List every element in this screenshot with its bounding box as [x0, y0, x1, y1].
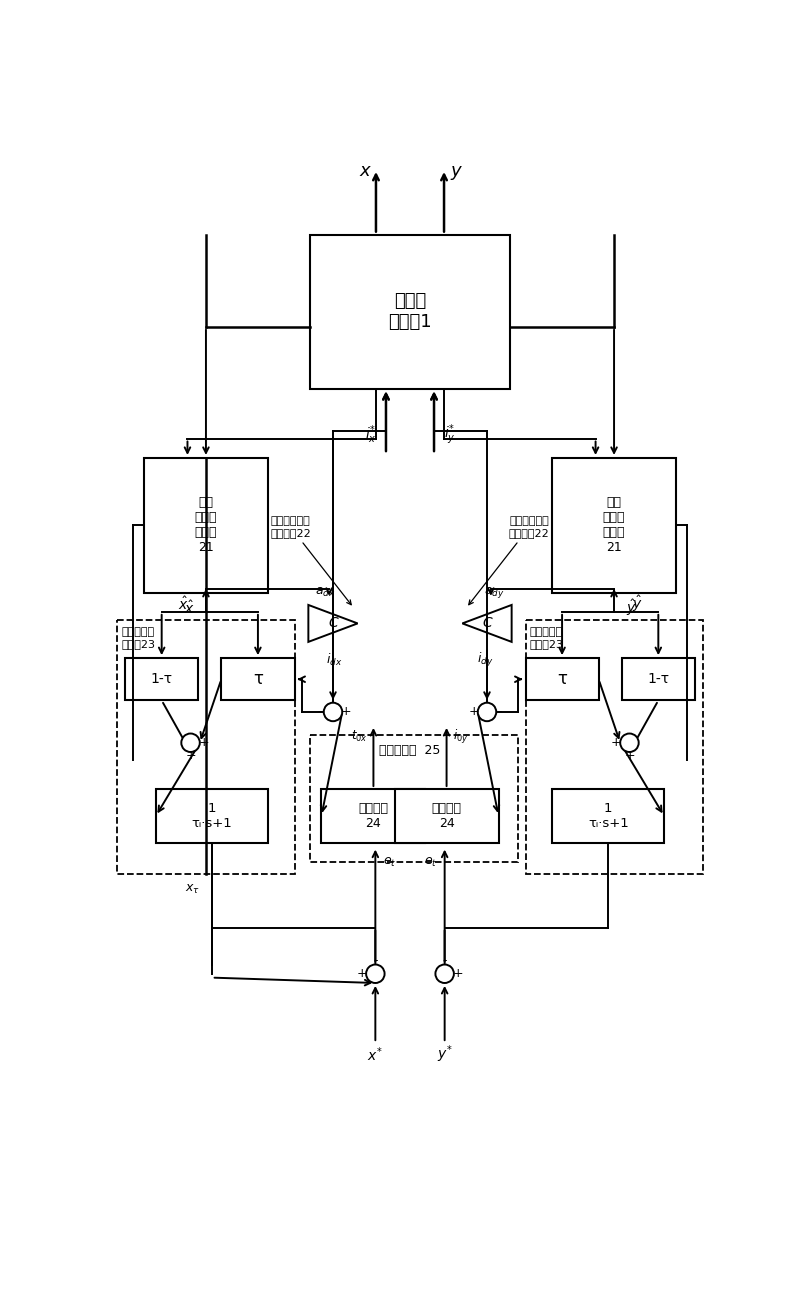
Text: 1-τ: 1-τ — [647, 672, 670, 687]
Text: $i_{dy}$: $i_{dy}$ — [478, 651, 494, 668]
Text: τ: τ — [557, 670, 567, 688]
Text: y: y — [450, 163, 461, 180]
Text: $i_{dx}$: $i_{dx}$ — [326, 651, 342, 667]
Text: C: C — [328, 616, 338, 630]
Text: $t_{0x}$: $t_{0x}$ — [351, 729, 368, 744]
Text: $\hat{y}$: $\hat{y}$ — [626, 597, 636, 618]
Bar — [310, 735, 518, 863]
Text: $a_{dy}$: $a_{dy}$ — [485, 586, 505, 600]
Polygon shape — [462, 605, 512, 642]
Text: -: - — [498, 705, 502, 718]
Text: +: + — [198, 737, 209, 750]
Text: 1
τᵢ·s+1: 1 τᵢ·s+1 — [588, 802, 629, 830]
Bar — [144, 458, 267, 592]
Bar — [310, 235, 510, 389]
Text: x: x — [359, 163, 370, 180]
Text: C: C — [482, 616, 492, 630]
Bar — [156, 789, 267, 843]
Bar — [118, 620, 294, 873]
Bar — [394, 789, 498, 843]
Text: 扰动
加速度
观测器
21: 扰动 加速度 观测器 21 — [603, 496, 626, 554]
Circle shape — [324, 702, 342, 721]
Bar — [553, 458, 676, 592]
Circle shape — [435, 965, 454, 983]
Text: 等效扰动电流
转换环节22: 等效扰动电流 转换环节22 — [469, 516, 550, 605]
Circle shape — [366, 965, 385, 983]
Text: $a_{dx}$: $a_{dx}$ — [315, 586, 335, 599]
Text: $\hat{x}$: $\hat{x}$ — [178, 596, 188, 613]
Text: 1
τᵢ·s+1: 1 τᵢ·s+1 — [191, 802, 232, 830]
Text: τ: τ — [253, 670, 263, 688]
Text: 扰动
加速度
观测器
21: 扰动 加速度 观测器 21 — [194, 496, 218, 554]
Bar — [222, 658, 294, 700]
Text: 主控制器
24: 主控制器 24 — [431, 802, 462, 830]
Text: $y^{*}$: $y^{*}$ — [437, 1044, 453, 1065]
Polygon shape — [308, 605, 358, 642]
Text: $\hat{y}$: $\hat{y}$ — [632, 593, 642, 614]
Text: $\hat{x}$: $\hat{x}$ — [184, 600, 194, 617]
Text: $x^{*}$: $x^{*}$ — [367, 1045, 383, 1064]
Text: $i^{*}_{x}$: $i^{*}_{x}$ — [365, 424, 377, 446]
Text: +: + — [624, 750, 634, 763]
Text: $i^{*}_{y}$: $i^{*}_{y}$ — [443, 423, 455, 446]
Bar — [125, 658, 198, 700]
Text: 复合径向位
移反馈23: 复合径向位 移反馈23 — [530, 628, 563, 649]
Bar — [526, 658, 598, 700]
Text: $i_{0y}$: $i_{0y}$ — [453, 727, 468, 746]
Text: 主控制器
24: 主控制器 24 — [358, 802, 389, 830]
Bar — [322, 789, 426, 843]
Text: 等效扰动电流
转换环节22: 等效扰动电流 转换环节22 — [270, 516, 351, 605]
Circle shape — [478, 702, 496, 721]
Text: 广义磁
浮系统1: 广义磁 浮系统1 — [388, 293, 432, 331]
Text: 复合控制器  25: 复合控制器 25 — [379, 744, 441, 758]
Text: +: + — [341, 705, 351, 718]
Text: $x_{\tau}$: $x_{\tau}$ — [185, 882, 200, 895]
Text: 复合径向位
移反馈23: 复合径向位 移反馈23 — [122, 628, 155, 649]
Text: -: - — [442, 955, 447, 968]
Text: +: + — [469, 705, 479, 718]
Text: -: - — [373, 955, 378, 968]
Bar — [526, 620, 702, 873]
Text: -: - — [318, 705, 322, 718]
Text: +: + — [357, 968, 367, 981]
Text: +: + — [611, 737, 622, 750]
Bar — [553, 789, 664, 843]
Circle shape — [620, 734, 638, 752]
Text: +: + — [186, 750, 196, 763]
Text: 1-τ: 1-τ — [150, 672, 173, 687]
Bar — [622, 658, 695, 700]
Text: $e_{t}$: $e_{t}$ — [424, 856, 438, 869]
Text: $e_{t}$: $e_{t}$ — [382, 856, 396, 869]
Circle shape — [182, 734, 200, 752]
Text: +: + — [453, 968, 463, 981]
